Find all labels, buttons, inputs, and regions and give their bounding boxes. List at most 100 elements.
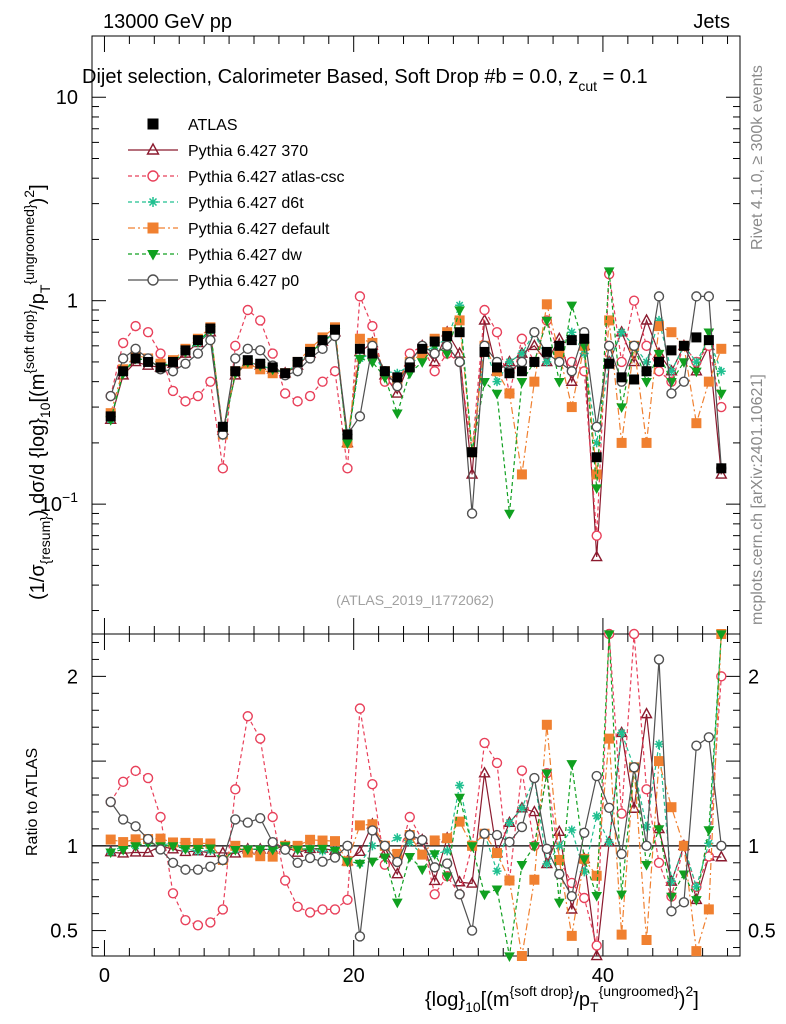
data-point-pythia-6-427-atlas-csc <box>491 327 503 338</box>
ratio-point-pythia-6-427-default <box>703 904 714 915</box>
data-point-atlas <box>516 366 527 377</box>
data-point-pythia-6-427-dw <box>566 301 578 312</box>
ratio-point-pythia-6-427-p0 <box>566 890 577 902</box>
ratio-point-pythia-6-427-atlas-csc <box>167 888 179 899</box>
rivet-version-label: Rivet 4.1.0, ≥ 300k events <box>749 65 766 250</box>
ratio-point-pythia-6-427-dw <box>616 890 627 901</box>
ratio-point-pythia-6-427-default <box>429 835 440 846</box>
data-point-pythia-6-427-dw <box>541 316 553 327</box>
data-point-pythia-6-427-d6t <box>617 327 627 337</box>
data-point-atlas <box>130 353 141 364</box>
data-point-atlas <box>342 429 353 440</box>
ratio-point-pythia-6-427-dw <box>666 892 677 903</box>
ratio-point-pythia-6-427-dw <box>691 896 702 906</box>
ratio-point-pythia-6-427-p0 <box>317 856 328 867</box>
legend-entry-pythia-6-427-p0: Pythia 6.427 p0 <box>128 273 299 290</box>
ratio-point-pythia-6-427-default <box>678 840 689 851</box>
ratio-point-pythia-6-427-dw <box>429 850 441 860</box>
data-point-atlas <box>504 368 515 379</box>
data-point-pythia-6-427-default <box>616 437 627 448</box>
ratio-point-pythia-6-427-dw <box>454 793 465 804</box>
data-point-atlas <box>529 356 540 367</box>
ratio-point-pythia-6-427-atlas-csc <box>130 765 141 777</box>
data-point-pythia-6-427-p0 <box>666 388 677 399</box>
ratio-point-pythia-6-427-dw <box>553 898 565 909</box>
ratio-point-pythia-6-427-p0 <box>429 862 440 873</box>
data-point-atlas <box>205 323 216 334</box>
ratio-line-pythia-6-427-d6t <box>110 633 722 890</box>
ratio-point-pythia-6-427-default <box>118 837 129 848</box>
ratio-point-pythia-6-427-default <box>354 820 365 831</box>
data-point-pythia-6-427-p0 <box>354 411 366 422</box>
legend-entry-pythia-6-427-dw: Pythia 6.427 dw <box>128 247 302 264</box>
data-point-pythia-6-427-370 <box>715 467 728 479</box>
legend-label-pythia-6-427-default: Pythia 6.427 default <box>188 221 330 238</box>
data-point-pythia-6-427-atlas-csc <box>142 327 154 338</box>
data-point-pythia-6-427-dw <box>504 509 515 520</box>
ratio-point-pythia-6-427-p0 <box>529 772 540 784</box>
y-tick-label-ratio-right: 0.5 <box>748 921 776 943</box>
ratio-point-pythia-6-427-p0 <box>628 762 640 773</box>
legend-entry-pythia-6-427-atlas-csc: Pythia 6.427 atlas-csc <box>128 169 345 186</box>
data-point-pythia-6-427-atlas-csc <box>479 304 490 316</box>
data-point-pythia-6-427-p0 <box>603 340 615 352</box>
data-point-pythia-6-427-default <box>641 437 652 448</box>
ratio-point-pythia-6-427-p0 <box>105 796 116 808</box>
data-point-pythia-6-427-atlas-csc <box>591 530 602 541</box>
ratio-point-pythia-6-427-default <box>641 934 652 945</box>
ratio-point-pythia-6-427-370 <box>590 949 603 961</box>
ratio-point-pythia-6-427-p0 <box>279 844 291 855</box>
ratio-point-pythia-6-427-370 <box>141 845 155 857</box>
ratio-point-pythia-6-427-dw <box>180 845 191 855</box>
ratio-point-pythia-6-427-dw <box>205 844 216 855</box>
data-point-pythia-6-427-dw <box>354 354 366 365</box>
data-point-pythia-6-427-d6t <box>592 438 602 448</box>
data-point-pythia-6-427-370 <box>428 355 441 367</box>
data-point-atlas <box>317 335 328 346</box>
data-point-pythia-6-427-p0 <box>317 343 328 355</box>
data-point-pythia-6-427-dw <box>416 358 428 368</box>
ratio-point-pythia-6-427-dw <box>541 769 553 780</box>
ratio-point-pythia-6-427-p0 <box>354 931 366 942</box>
ratio-point-pythia-6-427-default <box>516 951 527 961</box>
data-point-atlas <box>629 374 640 385</box>
data-point-pythia-6-427-default <box>541 299 552 310</box>
ratio-point-pythia-6-427-p0 <box>504 836 515 848</box>
data-point-atlas <box>591 452 602 463</box>
data-point-atlas <box>255 358 266 369</box>
ratio-point-pythia-6-427-atlas-csc <box>304 907 316 918</box>
ratio-panel: 0 20 40 0.5 0.5 1 1 2 2 <box>50 628 776 987</box>
data-point-pythia-6-427-p0 <box>628 340 640 352</box>
data-point-atlas <box>267 362 278 373</box>
ratio-line-pythia-6-427-default <box>110 633 722 957</box>
data-point-pythia-6-427-atlas-csc <box>516 333 528 344</box>
ratio-point-pythia-6-427-p0 <box>379 840 391 852</box>
ratio-point-pythia-6-427-atlas-csc <box>429 889 440 900</box>
data-point-atlas <box>442 331 453 342</box>
data-point-pythia-6-427-p0 <box>230 353 241 364</box>
ratio-point-pythia-6-427-dw <box>479 890 490 901</box>
data-point-pythia-6-427-atlas-csc <box>255 315 266 326</box>
legend-entry-pythia-6-427-370: Pythia 6.427 370 <box>128 142 308 160</box>
ratio-point-pythia-6-427-dw <box>404 853 416 863</box>
data-point-pythia-6-427-d6t <box>691 357 701 367</box>
legend-entry-pythia-6-427-d6t: Pythia 6.427 d6t <box>128 195 304 212</box>
data-point-pythia-6-427-p0 <box>454 356 465 368</box>
ratio-point-pythia-6-427-p0 <box>167 857 179 868</box>
ratio-series-pythia-6-427-p0 <box>105 654 727 942</box>
data-point-pythia-6-427-default <box>591 469 602 480</box>
ratio-point-pythia-6-427-d6t <box>392 833 402 843</box>
data-point-pythia-6-427-atlas-csc <box>217 463 229 474</box>
ratio-point-pythia-6-427-p0 <box>117 814 129 825</box>
ratio-point-pythia-6-427-p0 <box>342 840 353 852</box>
data-point-pythia-6-427-atlas-csc <box>292 396 303 407</box>
ratio-point-pythia-6-427-p0 <box>541 843 553 855</box>
ratio-point-pythia-6-427-atlas-csc <box>628 628 640 640</box>
ratio-point-pythia-6-427-dw <box>130 842 141 852</box>
ratio-point-pythia-6-427-d6t <box>604 837 614 847</box>
ratio-point-pythia-6-427-370 <box>166 842 180 854</box>
data-point-pythia-6-427-370 <box>590 550 603 562</box>
ratio-point-pythia-6-427-dw <box>566 760 578 770</box>
ratio-point-pythia-6-427-atlas-csc <box>317 904 328 915</box>
data-point-atlas <box>354 343 365 354</box>
